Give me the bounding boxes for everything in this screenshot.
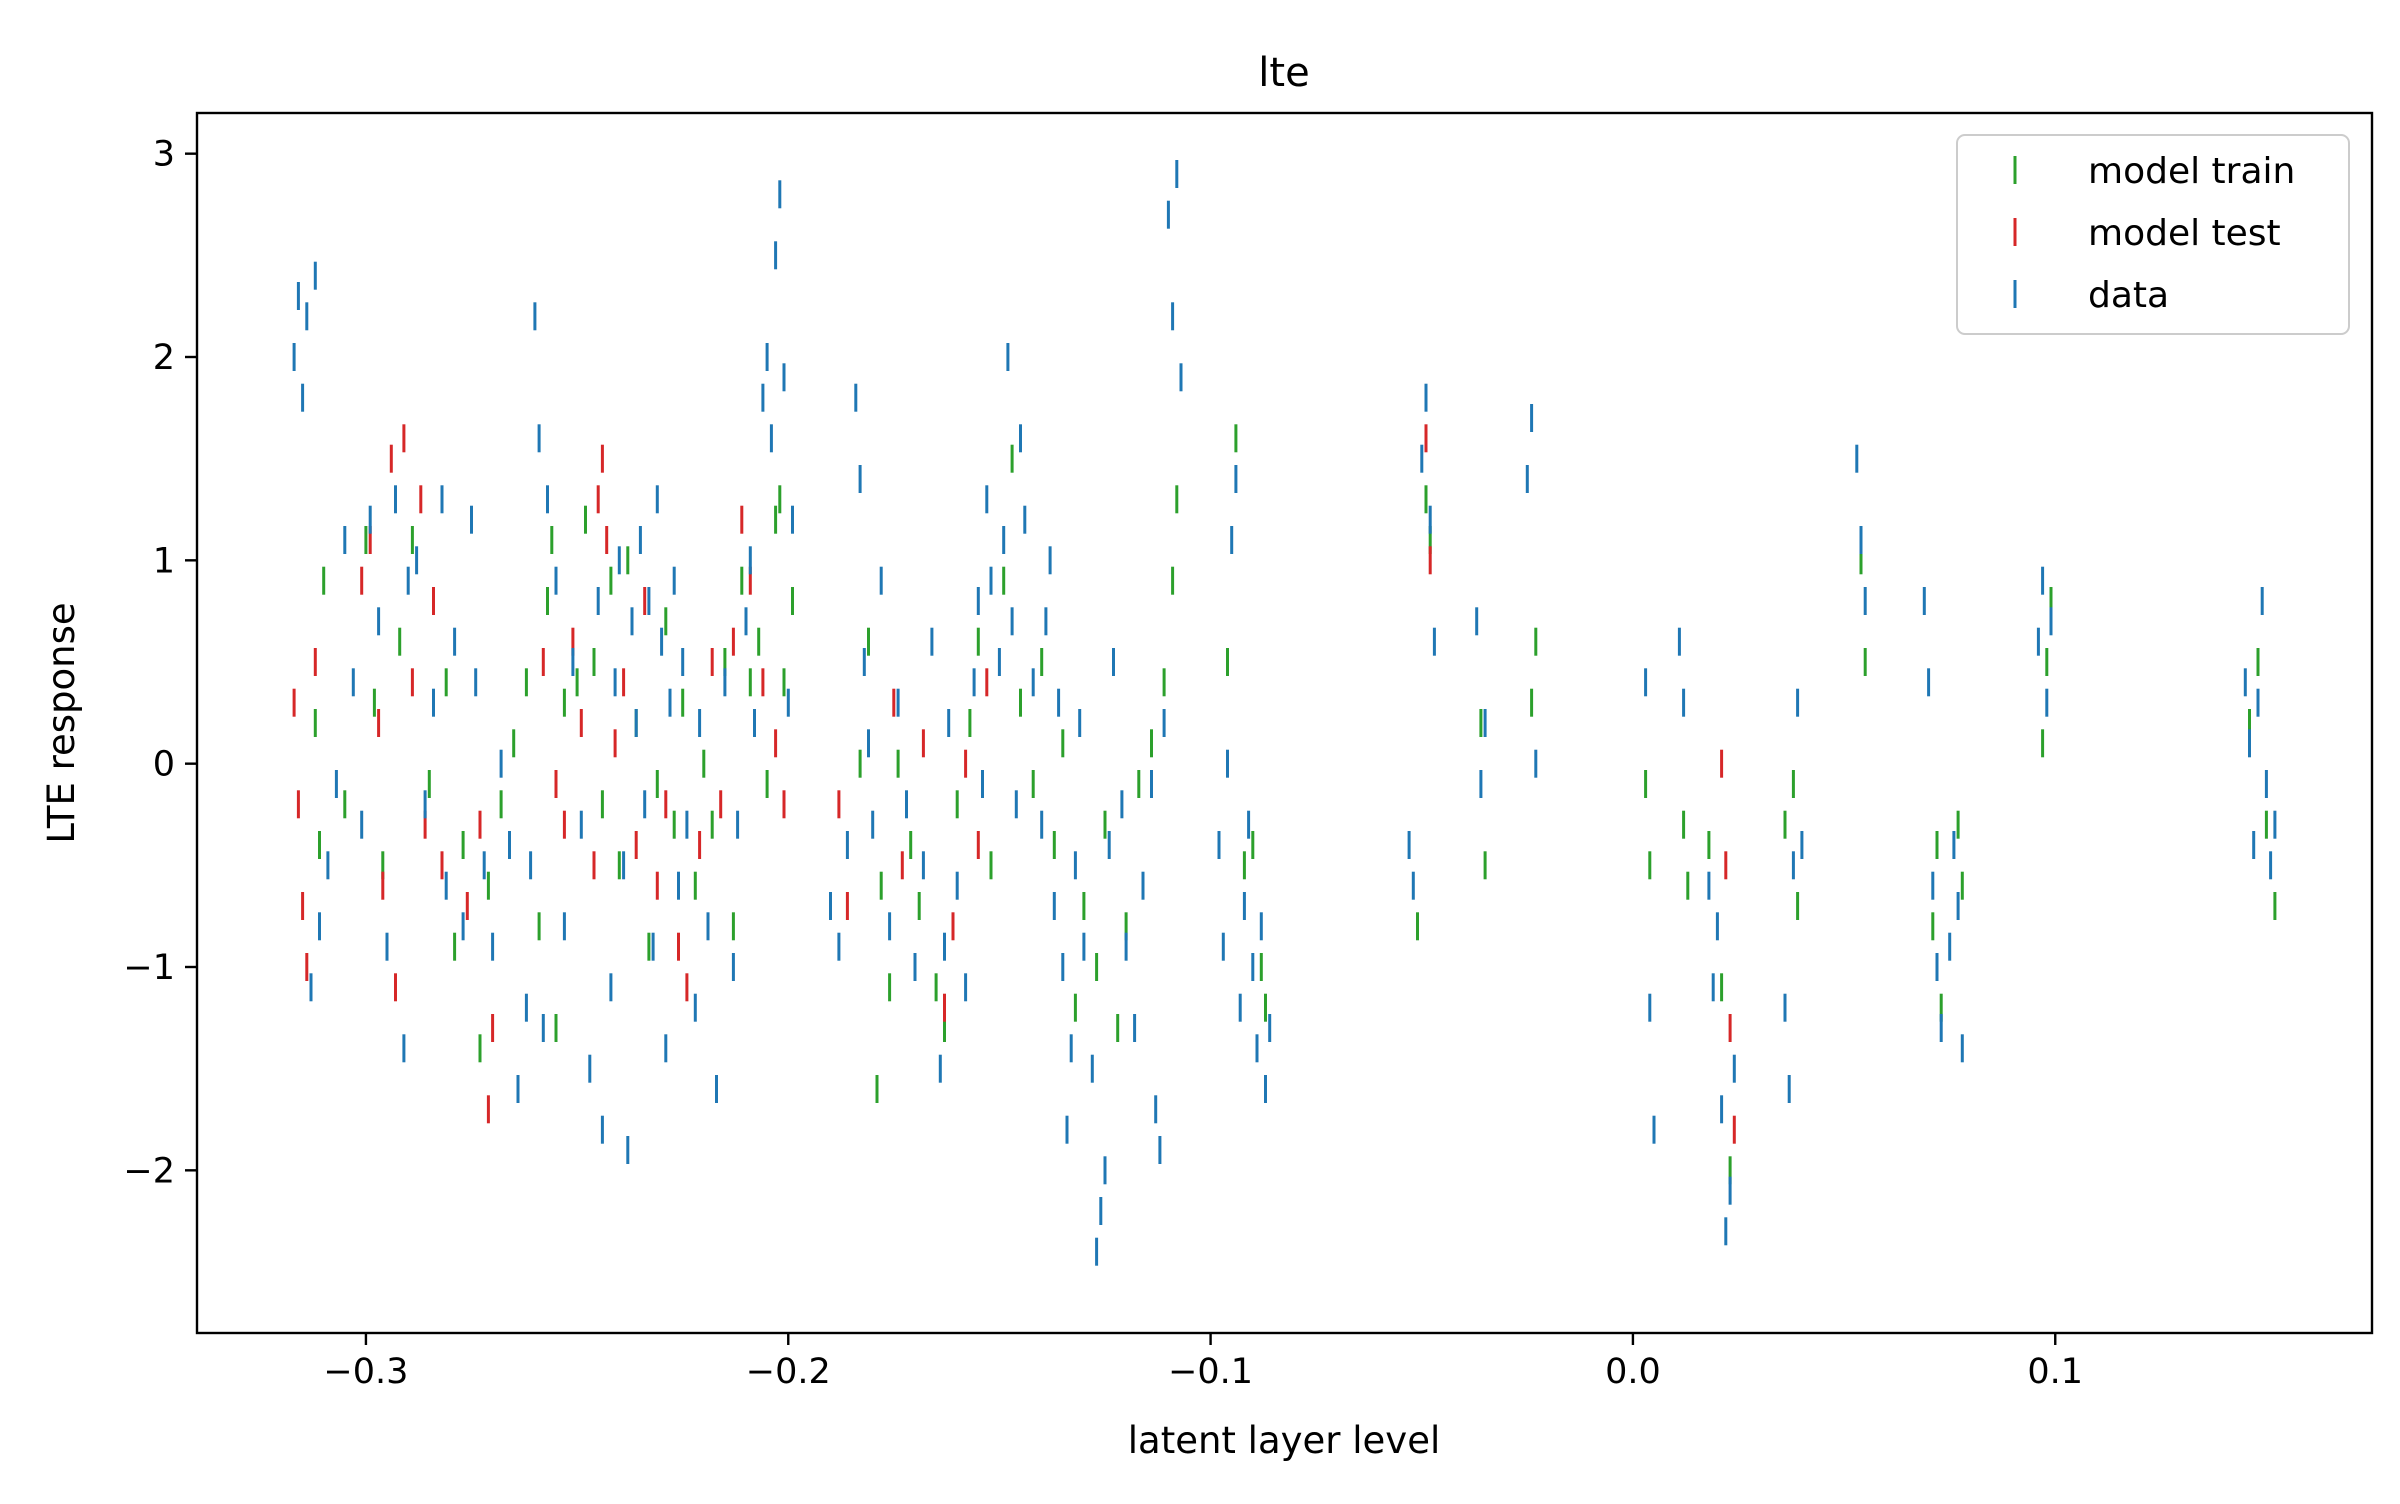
x-axis: −0.3 −0.2 −0.1 0.0 0.1 (323, 1333, 2083, 1392)
legend: model train model test data (1956, 134, 2350, 335)
y-tick-label: 1 (153, 541, 175, 581)
legend-entries: model train model test data (2013, 151, 2295, 316)
y-tick-label: 0 (153, 745, 175, 785)
series-model-test (292, 424, 1736, 1144)
y-tick-label: −2 (123, 1151, 175, 1191)
y-tick-label: 3 (153, 135, 175, 175)
plot-frame (195, 111, 2374, 1335)
y-axis-label: LTE response (40, 602, 83, 843)
y-axis: −2 −1 0 1 2 3 (123, 135, 197, 1191)
chart-title: lte (1258, 50, 1309, 96)
legend-label: model train (2088, 151, 2295, 192)
marks-layer (292, 160, 2277, 1266)
x-tick-label: 0.0 (1605, 1352, 1661, 1392)
y-tick-label: 2 (153, 338, 175, 378)
x-tick-label: −0.2 (746, 1352, 831, 1392)
x-tick-label: −0.3 (323, 1352, 408, 1392)
series-model-train (313, 424, 2277, 1185)
legend-label: model test (2088, 213, 2281, 254)
legend-box (1956, 134, 2350, 335)
x-tick-label: 0.1 (2027, 1352, 2083, 1392)
legend-label: data (2088, 275, 2169, 316)
x-axis-label: latent layer level (1128, 1419, 1441, 1462)
y-tick-label: −1 (123, 948, 175, 988)
x-tick-label: −0.1 (1168, 1352, 1253, 1392)
series-data (292, 160, 2277, 1266)
